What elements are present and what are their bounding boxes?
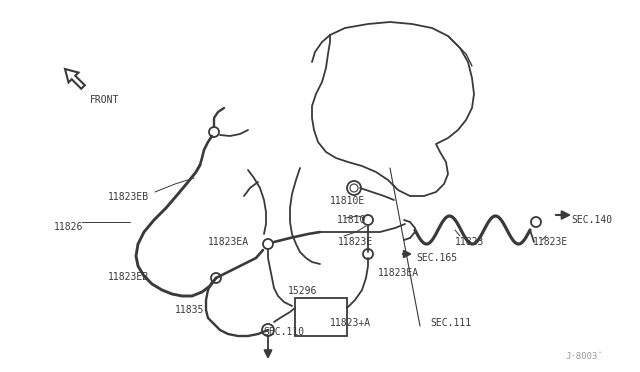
Text: J·8003ˆ: J·8003ˆ [565, 352, 603, 361]
Text: 11810E: 11810E [330, 196, 365, 206]
Text: SEC.110: SEC.110 [263, 327, 304, 337]
Text: 11823E: 11823E [533, 237, 568, 247]
Text: SEC.165: SEC.165 [416, 253, 457, 263]
Text: 15296: 15296 [288, 286, 317, 296]
Text: 11835: 11835 [175, 305, 204, 315]
Bar [295, 298, 347, 336]
FancyArrow shape [65, 69, 84, 89]
Text: 11823EA: 11823EA [208, 237, 249, 247]
Text: SEC.140: SEC.140 [571, 215, 612, 225]
Text: 11823EA: 11823EA [378, 268, 419, 278]
Text: FRONT: FRONT [90, 95, 120, 105]
Text: 11823EB: 11823EB [108, 192, 149, 202]
Text: 11823+A: 11823+A [330, 318, 371, 328]
Text: 11826: 11826 [54, 222, 83, 232]
Text: 11823E: 11823E [338, 237, 373, 247]
Text: 11810: 11810 [337, 215, 366, 225]
Text: SEC.111: SEC.111 [430, 318, 471, 328]
Text: 11823: 11823 [455, 237, 484, 247]
Text: 11823EB: 11823EB [108, 272, 149, 282]
